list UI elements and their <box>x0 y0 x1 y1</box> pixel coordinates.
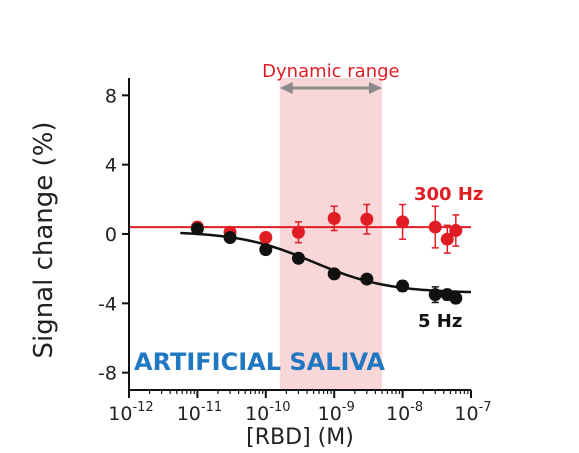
series-label-5hz: 5 Hz <box>418 311 462 332</box>
data-point-marker <box>428 220 442 234</box>
y-axis-label: Signal change (%) <box>29 121 59 358</box>
data-point <box>360 272 374 286</box>
data-point <box>291 221 305 244</box>
data-point-marker <box>440 232 454 246</box>
data-point-marker <box>396 215 410 229</box>
data-point <box>259 243 273 257</box>
data-point <box>428 286 442 304</box>
data-point-marker <box>223 230 237 244</box>
x-tick-base: 10 <box>318 403 342 425</box>
x-tick-label: 10-9 <box>318 400 355 425</box>
data-point <box>396 279 410 293</box>
dynamic-range-label: Dynamic range <box>262 61 399 82</box>
arrow-left-head <box>279 82 293 94</box>
y-tick-label: 0 <box>105 224 117 246</box>
data-point <box>259 230 273 244</box>
x-tick-exponent: -7 <box>479 400 492 415</box>
data-points-layer <box>190 203 463 305</box>
x-tick-exponent: -10 <box>269 400 290 415</box>
data-point-marker <box>259 230 273 244</box>
data-point-marker <box>291 251 305 265</box>
x-tick-exponent: -12 <box>132 400 153 415</box>
x-tick-base: 10 <box>177 403 201 425</box>
data-point-marker <box>291 225 305 239</box>
data-point <box>428 205 442 249</box>
data-point <box>291 251 305 265</box>
data-point-marker <box>259 243 273 257</box>
x-tick-label: 10-12 <box>108 400 153 425</box>
y-tick-label: 4 <box>105 155 117 177</box>
data-point <box>449 291 463 305</box>
series-label-300hz: 300 Hz <box>414 184 483 205</box>
y-tick-label: 8 <box>105 85 117 107</box>
x-tick-exponent: -9 <box>342 400 355 415</box>
axes-layer: 840-4-810-12 10-11 10-10 10-9 10-8 10-7 <box>98 78 492 425</box>
data-point <box>449 214 463 247</box>
data-point-marker <box>327 267 341 281</box>
x-axis-label: [RBD] (M) <box>246 425 354 450</box>
data-point-marker <box>449 224 463 238</box>
data-point <box>396 203 410 240</box>
x-tick-label: 10-7 <box>454 400 491 425</box>
x-tick-exponent: -11 <box>201 400 222 415</box>
data-point-marker <box>396 279 410 293</box>
x-tick-label: 10-11 <box>177 400 222 425</box>
x-tick-exponent: -8 <box>410 400 423 415</box>
data-point <box>440 224 454 254</box>
data-point-marker <box>449 291 463 305</box>
data-point <box>327 267 341 281</box>
data-point <box>190 222 204 236</box>
x-tick-label: 10-10 <box>245 400 290 425</box>
x-tick-label: 10-8 <box>386 400 423 425</box>
y-tick-label: -4 <box>98 293 117 315</box>
data-point <box>360 203 374 235</box>
annotation-layer <box>279 82 383 94</box>
data-point-marker <box>428 288 442 302</box>
x-tick-base: 10 <box>454 403 478 425</box>
banner-label: ARTIFICIAL SALIVA <box>134 348 385 376</box>
x-tick-base: 10 <box>245 403 269 425</box>
data-point <box>327 205 341 232</box>
x-tick-base: 10 <box>386 403 410 425</box>
data-point-marker <box>360 212 374 226</box>
x-tick-base: 10 <box>108 403 132 425</box>
y-tick-label: -8 <box>98 363 117 385</box>
data-point-marker <box>360 272 374 286</box>
arrow-right-head <box>369 82 383 94</box>
data-point <box>223 230 237 244</box>
data-point-marker <box>190 222 204 236</box>
data-point-marker <box>327 211 341 225</box>
